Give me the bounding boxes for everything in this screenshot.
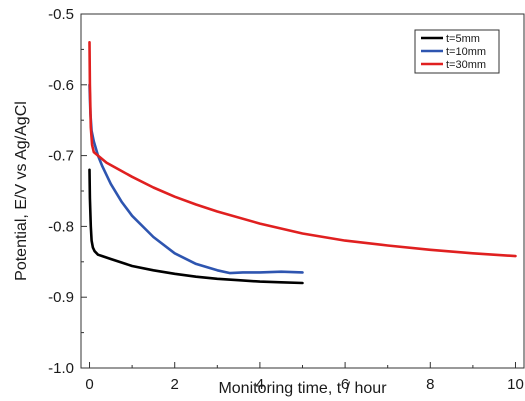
x-tick-label: 8 [426, 376, 434, 393]
legend-label: t=30mm [446, 59, 486, 71]
y-tick-label: -0.7 [48, 148, 74, 165]
y-tick-label: -0.5 [48, 6, 74, 23]
x-tick-label: 2 [171, 376, 179, 393]
x-tick-label: 0 [85, 376, 93, 393]
y-tick-label: -0.8 [48, 218, 74, 235]
y-tick-label: -0.6 [48, 77, 74, 94]
x-tick-label: 10 [507, 376, 524, 393]
y-tick-label: -1.0 [48, 360, 74, 377]
series-layer [90, 42, 516, 283]
legend-label: t=5mm [446, 33, 480, 45]
series-line-t-10mm [90, 85, 303, 273]
y-tick-label: -0.9 [48, 289, 74, 306]
x-axis-title: Monitoring time, t / hour [218, 380, 387, 397]
legend-label: t=10mm [446, 46, 486, 58]
y-axis-title: Potential, E/V vs Ag/AgCl [13, 101, 30, 281]
series-line-t-30mm [90, 42, 516, 256]
